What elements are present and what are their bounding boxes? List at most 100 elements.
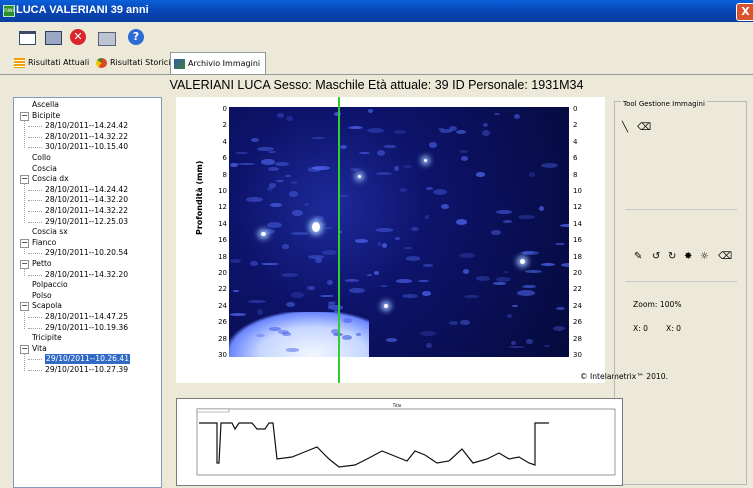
tree-region-item[interactable]: Polpaccio [32, 280, 68, 290]
ultrasound-image-panel[interactable] [176, 97, 605, 383]
speckle-mark [540, 263, 555, 267]
pen-icon[interactable]: ✎ [634, 251, 643, 262]
tree-region-item[interactable]: Petto [32, 259, 52, 268]
x-readout: X: 0 [633, 324, 649, 333]
speckle-mark [367, 109, 374, 113]
speckle-mark [384, 145, 396, 148]
tree-date-item[interactable]: 29/10/2011--10.19.36 [45, 322, 129, 332]
speckle-mark [303, 202, 310, 207]
speckle-mark [268, 150, 277, 154]
tree-region-item[interactable]: Ascella [32, 100, 59, 109]
tree-region-item[interactable]: Coscia sx [32, 227, 68, 237]
tree-region-item[interactable]: Collo [32, 153, 51, 162]
line-tool-icon[interactable]: ╲ [622, 122, 629, 133]
eraser-icon[interactable]: ⌫ [637, 122, 652, 133]
speckle-mark [290, 291, 305, 298]
speckle-mark [285, 174, 292, 178]
speckle-mark [405, 256, 420, 261]
title-bar: nwi LUCA VALERIANI 39 anni X [0, 0, 753, 22]
archive-window-button[interactable] [42, 27, 64, 47]
speckle-mark [462, 268, 469, 274]
speckle-mark [433, 188, 447, 195]
speckle-mark [342, 334, 353, 340]
speckle-mark [229, 313, 247, 316]
speckle-mark [375, 228, 394, 232]
speckle-mark [502, 219, 513, 223]
depth-tick-right: 24 [573, 301, 582, 310]
profile-graph[interactable]: Title [176, 398, 623, 486]
speckle-mark [314, 216, 325, 221]
tree-date-item[interactable]: 28/10/2011--14.32.20 [45, 195, 129, 205]
tree-connector [24, 246, 25, 255]
speckle-mark [507, 313, 512, 318]
depth-tick-left: 0 [222, 105, 227, 113]
contrast-icon[interactable]: ✸ [684, 251, 693, 262]
tab-label: Archivio Immagini [188, 59, 261, 68]
tree-connector [24, 310, 25, 329]
position-marker-line[interactable] [338, 97, 340, 383]
window-close-button[interactable]: X [736, 3, 753, 21]
y-axis-label: Profondità (mm) [195, 160, 204, 235]
ultrasound-image[interactable] [229, 107, 569, 357]
tab-risultati-storici[interactable]: Risultati Storici [96, 54, 170, 72]
tree-region-item[interactable]: Bicipite [32, 110, 61, 120]
tree-region-item[interactable]: Vita [32, 343, 47, 353]
speckle-mark [349, 125, 363, 129]
body-region-tree[interactable]: Ascella − Bicipite 28/10/2011--14.24.42 28/1… [13, 97, 162, 488]
brightness-icon[interactable]: ☼ [700, 251, 709, 262]
tree-date-item[interactable]: 28/10/2011--14.32.22 [45, 131, 129, 141]
speckle-mark [376, 171, 392, 176]
speckle-mark [313, 223, 327, 226]
speckle-mark [233, 289, 239, 293]
speckle-mark [538, 205, 545, 211]
eraser-icon[interactable]: ⌫ [718, 251, 733, 262]
speckle-mark [321, 250, 337, 256]
speckle-mark [460, 319, 470, 326]
tree-region-item[interactable]: Polso [32, 290, 52, 300]
tree-region-item[interactable]: Scapola [32, 301, 62, 311]
new-window-button[interactable] [16, 27, 38, 47]
help-button[interactable]: ? [125, 27, 147, 47]
speckle-mark [395, 237, 401, 241]
delete-button[interactable]: ✕ [67, 27, 89, 47]
tree-date-item[interactable]: 29/10/2011--12.25.03 [45, 216, 129, 226]
app-logo-icon: nwi [3, 5, 15, 17]
tree-connector [28, 211, 42, 212]
speckle-mark [441, 204, 449, 209]
speckle-mark [373, 271, 380, 275]
tree-region-item[interactable]: Coscia [32, 163, 57, 173]
depth-tick-right: 30 [573, 351, 582, 359]
speckle-mark [230, 258, 242, 263]
print-icon [98, 32, 116, 46]
print-button[interactable] [95, 27, 117, 47]
speckle-mark [399, 187, 408, 192]
speckle-mark [326, 279, 334, 285]
tree-date-item[interactable]: 28/10/2011--14.24.42 [45, 121, 129, 131]
depth-tick-right: 8 [573, 170, 578, 179]
tree-date-item[interactable]: 28/10/2011--14.24.42 [45, 184, 129, 194]
speckle-mark [322, 226, 334, 229]
tree-date-item[interactable]: 28/10/2011--14.32.22 [45, 206, 129, 215]
tree-date-item[interactable]: 28/10/2011--14.47.25 [45, 312, 129, 321]
speckle-mark [493, 281, 507, 285]
tab-archivio-immagini[interactable]: Archivio Immagini [170, 52, 267, 74]
speckle-mark [459, 150, 468, 153]
tree-region-item[interactable]: Tricipite [32, 333, 62, 343]
tree-date-item[interactable]: 29/10/2011--10.20.54 [45, 248, 129, 258]
tab-risultati-attuali[interactable]: Risultati Attuali [14, 54, 89, 72]
tab-label: Risultati Storici [110, 58, 171, 67]
tree-date-item[interactable]: 29/10/2011--10.26.41 [45, 354, 131, 365]
depth-tick-left: 24 [218, 301, 227, 310]
rotate-right-icon[interactable]: ↻ [668, 251, 677, 262]
depth-tick-left: 6 [222, 154, 227, 163]
speckle-mark [280, 272, 299, 278]
tree-date-item[interactable]: 29/10/2011--10.27.39 [45, 365, 129, 374]
tree-region-item[interactable]: Fianco [32, 237, 57, 247]
tab-bar: Risultati Attuali Risultati Storici Arch… [0, 52, 753, 75]
speckle-mark [327, 305, 344, 310]
tree-region-item[interactable]: Coscia dx [32, 174, 69, 184]
tree-date-item[interactable]: 30/10/2011--10.15.40 [45, 142, 129, 152]
speckle-mark [334, 310, 339, 314]
tree-date-item[interactable]: 28/10/2011--14.32.20 [45, 269, 129, 279]
rotate-left-icon[interactable]: ↺ [652, 251, 661, 262]
